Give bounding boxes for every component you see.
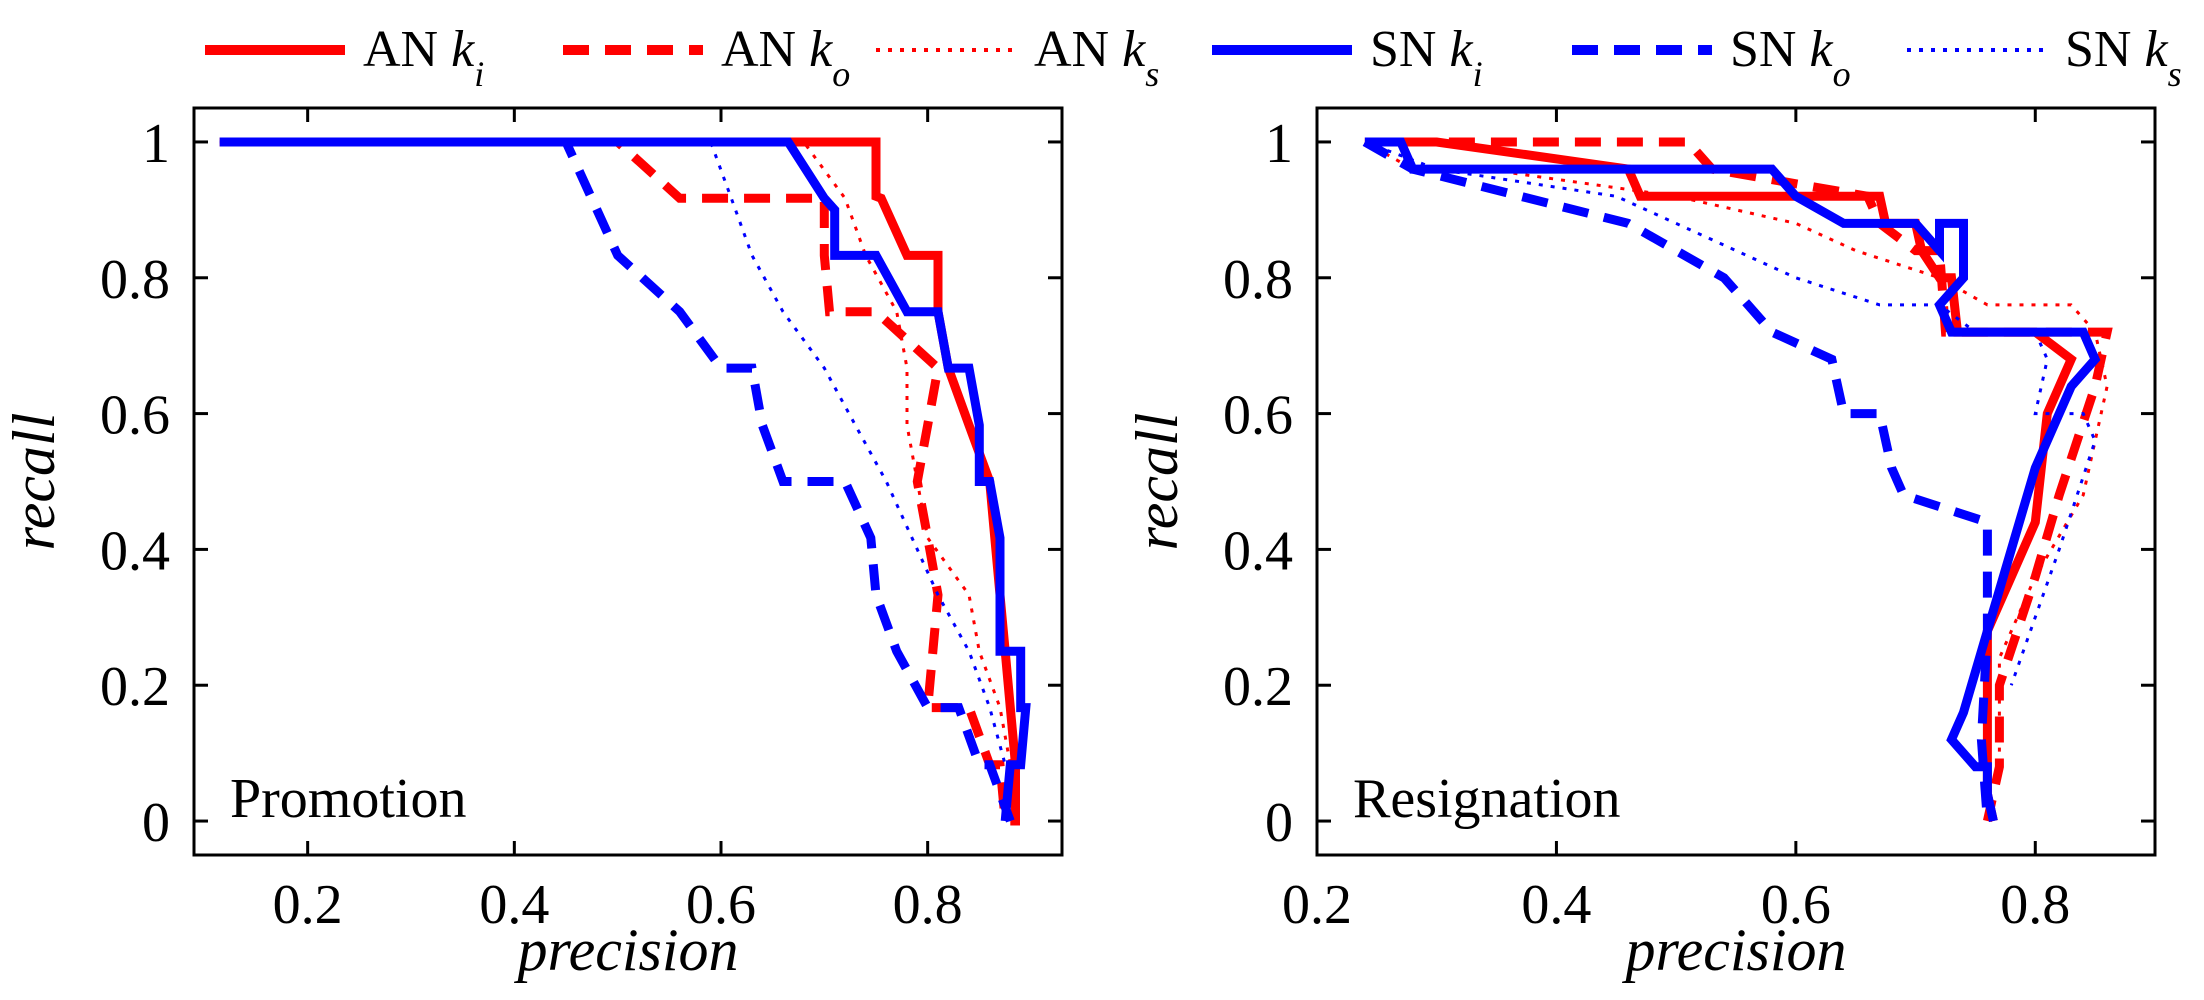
legend-k: k bbox=[1122, 21, 1146, 78]
y-tick-label: 0.6 bbox=[1223, 385, 1293, 447]
legend-label: SN ko bbox=[1730, 21, 1851, 94]
legend-subscript: o bbox=[832, 54, 850, 94]
x-tick-label: 0.8 bbox=[2000, 874, 2070, 936]
panel-label: Promotion bbox=[230, 768, 466, 830]
legend-label: AN ki bbox=[363, 21, 484, 94]
y-tick-label: 0.4 bbox=[100, 520, 170, 582]
legend-prefix: SN bbox=[2065, 21, 2144, 78]
plot-area bbox=[219, 137, 1031, 826]
legend-k: k bbox=[1449, 21, 1473, 78]
axes-frame bbox=[1315, 106, 2157, 857]
plot-area bbox=[1362, 137, 2113, 822]
x-tick-label: 0.2 bbox=[273, 874, 343, 936]
x-tick-label: 0.6 bbox=[686, 874, 756, 936]
y-tick-label: 0 bbox=[1265, 792, 1293, 854]
legend-item: SN ko bbox=[1572, 21, 1851, 94]
series-line bbox=[219, 140, 1012, 765]
legend-prefix: AN bbox=[1034, 21, 1122, 78]
series-line bbox=[219, 137, 1010, 822]
legend-item: AN ko bbox=[563, 21, 850, 94]
y-axis-label: recall bbox=[1, 413, 67, 551]
y-tick-label: 0.2 bbox=[1223, 656, 1293, 718]
legend-prefix: SN bbox=[1370, 21, 1449, 78]
legend-subscript: s bbox=[2168, 54, 2182, 94]
legend-subscript: s bbox=[1145, 54, 1159, 94]
axes-frame bbox=[192, 106, 1064, 857]
series-line bbox=[219, 140, 1007, 766]
y-tick-label: 0 bbox=[142, 792, 170, 854]
legend-k: k bbox=[809, 21, 833, 78]
x-tick-label: 0.4 bbox=[1521, 874, 1591, 936]
legend-subscript: i bbox=[1473, 54, 1483, 94]
legend-label: AN ks bbox=[1034, 21, 1159, 94]
x-tick-label: 0.6 bbox=[1761, 874, 1831, 936]
legend-subscript: o bbox=[1833, 54, 1851, 94]
panel-label: Resignation bbox=[1353, 768, 1621, 830]
legend-label: SN ks bbox=[2065, 21, 2182, 94]
legend-k: k bbox=[2144, 21, 2168, 78]
legend-item: SN ks bbox=[1907, 21, 2182, 94]
legend-item: AN ks bbox=[876, 21, 1159, 94]
y-tick-label: 0.2 bbox=[100, 656, 170, 718]
x-axis-label: precision bbox=[513, 917, 738, 983]
resignation-chart: 0.2 0.4 0.6 0.8 0 0.2 0.4 0.6 0.8 1 precision recal… bbox=[1124, 106, 2157, 983]
series-line bbox=[1364, 137, 2101, 822]
series-line bbox=[219, 137, 1015, 823]
y-tick-label: 0.8 bbox=[1223, 249, 1293, 311]
x-tick-label: 0.4 bbox=[479, 874, 549, 936]
y-tick-label: 0.4 bbox=[1223, 520, 1293, 582]
legend: AN ki AN ko AN ks SN ki SN ko SN ks bbox=[205, 21, 2182, 94]
legend-prefix: SN bbox=[1730, 21, 1809, 78]
series-line bbox=[1364, 137, 2113, 822]
legend-item: SN ki bbox=[1212, 21, 1483, 94]
y-tick-label: 1 bbox=[142, 113, 170, 175]
legend-k: k bbox=[451, 21, 475, 78]
legend-label: AN ko bbox=[721, 21, 850, 94]
series-line bbox=[1364, 140, 2109, 767]
legend-k: k bbox=[1809, 21, 1833, 78]
y-tick-label: 0.6 bbox=[100, 385, 170, 447]
x-tick-label: 0.8 bbox=[893, 874, 963, 936]
series-line bbox=[219, 137, 1031, 822]
series-line bbox=[1362, 138, 1992, 822]
series-line bbox=[1364, 140, 2097, 686]
y-tick-label: 1 bbox=[1265, 113, 1293, 175]
legend-prefix: AN bbox=[363, 21, 451, 78]
legend-label: SN ki bbox=[1370, 21, 1483, 94]
promotion-chart: 0.2 0.4 0.6 0.8 0 0.2 0.4 0.6 0.8 1 precision recal… bbox=[1, 106, 1064, 983]
x-tick-label: 0.2 bbox=[1282, 874, 1352, 936]
y-tick-label: 0.8 bbox=[100, 249, 170, 311]
legend-prefix: AN bbox=[721, 21, 809, 78]
y-axis-label: recall bbox=[1124, 413, 1190, 551]
legend-subscript: i bbox=[474, 54, 484, 94]
series-line bbox=[219, 137, 1020, 826]
legend-item: AN ki bbox=[205, 21, 484, 94]
x-axis-label: precision bbox=[1621, 917, 1846, 983]
